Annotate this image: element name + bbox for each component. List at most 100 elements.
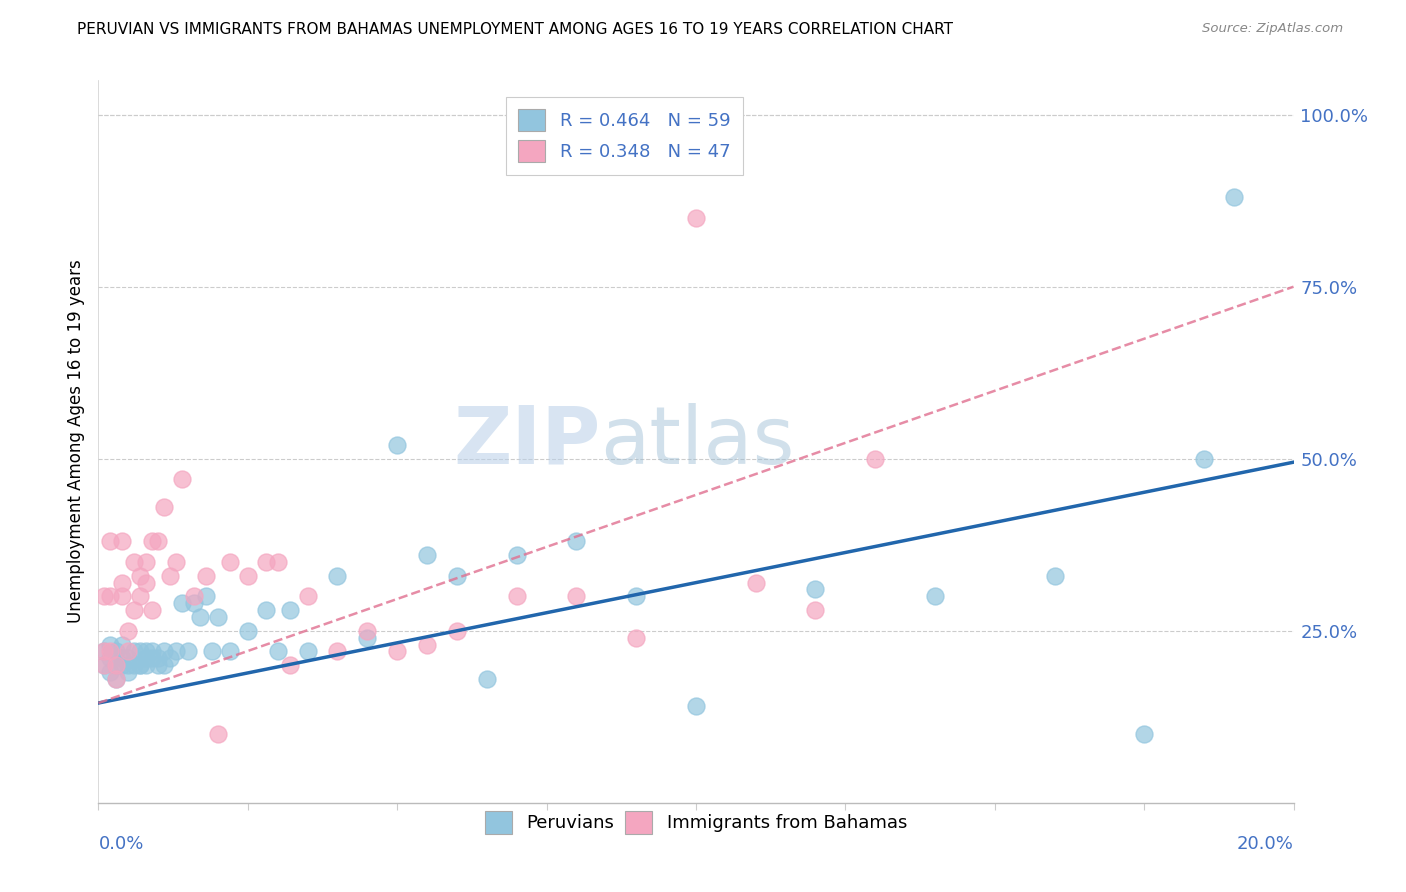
Point (135, 651, 157, 665)
Point (124, 658, 146, 673)
Point (475, 672, 498, 686)
Legend: Peruvians, Immigrants from Bahamas: Peruvians, Immigrants from Bahamas (474, 801, 918, 845)
Point (326, 568, 349, 582)
Point (153, 644, 176, 658)
Point (195, 590, 218, 604)
Point (506, 548, 529, 562)
Point (1192, 451, 1215, 466)
Point (117, 651, 139, 665)
Point (105, 658, 128, 673)
Point (416, 548, 439, 562)
Point (129, 644, 152, 658)
Point (297, 590, 319, 604)
Point (111, 658, 134, 673)
Point (93, 644, 115, 658)
Point (416, 638, 439, 652)
Point (1223, 190, 1246, 204)
Point (254, 555, 277, 569)
Point (98, 651, 122, 665)
Point (172, 472, 194, 486)
Point (267, 555, 290, 569)
Point (159, 568, 181, 582)
Point (124, 603, 146, 617)
Point (446, 624, 468, 638)
Point (804, 603, 827, 617)
Text: atlas: atlas (600, 402, 794, 481)
Point (98, 534, 122, 549)
Text: PERUVIAN VS IMMIGRANTS FROM BAHAMAS UNEMPLOYMENT AMONG AGES 16 TO 19 YEARS CORRE: PERUVIAN VS IMMIGRANTS FROM BAHAMAS UNEM… (77, 22, 953, 37)
Point (565, 590, 588, 604)
Point (153, 658, 176, 673)
Point (111, 534, 134, 549)
Point (129, 568, 152, 582)
Point (98, 665, 122, 679)
Text: Source: ZipAtlas.com: Source: ZipAtlas.com (1202, 22, 1343, 36)
Point (105, 644, 128, 658)
Point (172, 596, 194, 610)
Point (446, 568, 468, 582)
Y-axis label: Unemployment Among Ages 16 to 19 years: Unemployment Among Ages 16 to 19 years (66, 260, 84, 624)
Point (745, 575, 768, 590)
Point (129, 658, 152, 673)
Point (98, 590, 122, 604)
Point (98, 644, 122, 658)
Text: ZIP: ZIP (453, 402, 600, 481)
Point (105, 672, 128, 686)
Point (111, 651, 134, 665)
Point (685, 211, 707, 225)
Point (111, 575, 134, 590)
Point (385, 438, 409, 452)
Point (153, 500, 176, 514)
Point (356, 631, 378, 645)
Point (111, 638, 134, 652)
Point (236, 568, 259, 582)
Point (201, 644, 224, 658)
Point (135, 658, 157, 673)
Point (183, 590, 205, 604)
Point (135, 555, 157, 569)
Point (1133, 727, 1156, 741)
Point (117, 624, 139, 638)
Point (326, 644, 349, 658)
Point (236, 624, 259, 638)
Point (195, 568, 218, 582)
Point (177, 644, 200, 658)
Point (207, 610, 229, 624)
Text: 20.0%: 20.0% (1237, 835, 1294, 854)
Point (159, 651, 181, 665)
Point (141, 603, 163, 617)
Point (129, 590, 152, 604)
Point (93, 658, 115, 673)
Point (804, 582, 827, 597)
Point (111, 590, 134, 604)
Point (105, 658, 128, 673)
Point (356, 624, 378, 638)
Point (135, 575, 157, 590)
Point (105, 672, 128, 686)
Point (141, 644, 163, 658)
Point (297, 644, 319, 658)
Point (165, 644, 187, 658)
Point (278, 603, 301, 617)
Point (685, 699, 707, 714)
Point (924, 590, 946, 604)
Point (865, 451, 887, 466)
Point (1043, 568, 1066, 582)
Point (626, 631, 648, 645)
Point (124, 644, 146, 658)
Point (124, 555, 146, 569)
Point (506, 590, 529, 604)
Point (219, 644, 242, 658)
Point (254, 603, 277, 617)
Point (219, 555, 242, 569)
Point (207, 727, 229, 741)
Point (278, 658, 301, 673)
Point (93, 658, 115, 673)
Point (267, 644, 290, 658)
Point (183, 596, 205, 610)
Point (188, 610, 211, 624)
Point (135, 644, 157, 658)
Text: 0.0%: 0.0% (98, 835, 143, 854)
Point (117, 665, 139, 679)
Point (117, 658, 139, 673)
